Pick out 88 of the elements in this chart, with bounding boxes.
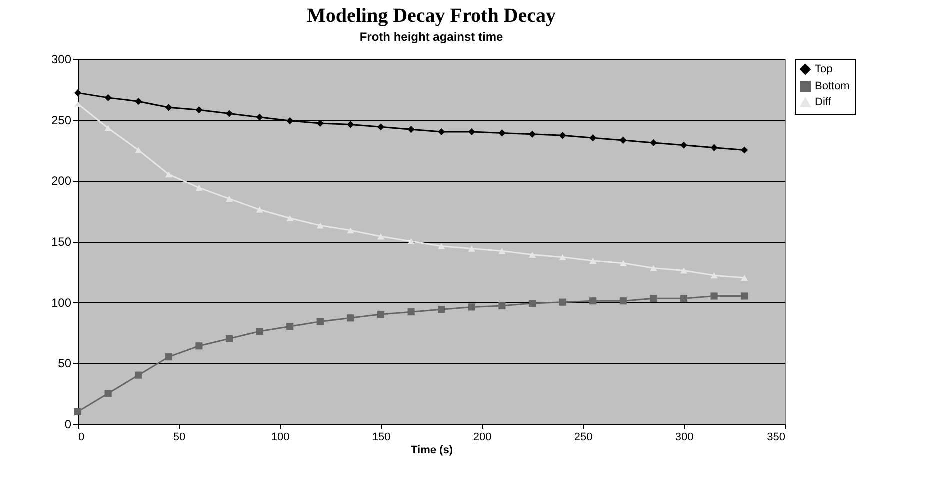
point: [196, 184, 203, 192]
point: [680, 142, 688, 149]
point: [468, 246, 476, 252]
point: [135, 98, 142, 106]
point: [74, 90, 82, 97]
point: [165, 354, 172, 361]
point: [468, 128, 476, 136]
y-tick-label: 50: [58, 356, 72, 371]
point: [498, 302, 506, 310]
point: [620, 136, 627, 144]
point: [347, 121, 354, 128]
point: [559, 298, 566, 306]
point: [286, 323, 294, 330]
point: [590, 134, 597, 142]
point: [256, 206, 264, 213]
point: [256, 328, 264, 336]
point: [74, 408, 82, 416]
x-tick-label: 200: [473, 432, 492, 444]
point: [196, 106, 203, 114]
point: [680, 268, 688, 274]
point: [438, 128, 446, 136]
point: [710, 272, 718, 279]
point: [74, 100, 82, 108]
point: [196, 342, 203, 350]
point: [590, 258, 597, 264]
point: [710, 144, 718, 152]
point: [528, 252, 536, 258]
point: [104, 94, 112, 102]
point: [408, 238, 415, 245]
point: [377, 234, 385, 240]
x-tick-label: 350: [767, 432, 786, 444]
legend-label: Top: [815, 64, 833, 76]
point: [590, 298, 597, 305]
x-tick-label: 150: [372, 432, 391, 444]
point: [408, 308, 415, 316]
y-tick-label: 0: [64, 418, 72, 432]
point: [165, 104, 172, 112]
y-tick-label: 250: [51, 113, 72, 128]
y-tick-label: 200: [51, 174, 72, 188]
legend-label: Diff: [815, 96, 832, 108]
x-tick-label: 300: [675, 432, 694, 444]
point: [650, 139, 658, 146]
point: [528, 300, 536, 308]
point: [377, 310, 385, 318]
y-tick-label: 100: [51, 296, 72, 310]
x-tick-label: 250: [574, 432, 593, 444]
chart-subtitle: Froth height against time: [360, 30, 504, 44]
y-tick-label: 150: [51, 235, 72, 249]
point: [104, 390, 112, 398]
point: [559, 254, 566, 260]
point: [438, 306, 446, 314]
point: [528, 130, 536, 138]
point: [498, 130, 506, 137]
x-axis-title: Time (s): [411, 444, 454, 456]
point: [256, 114, 264, 121]
point: [680, 295, 688, 302]
point: [498, 248, 506, 254]
point: [104, 125, 112, 132]
point: [620, 260, 627, 266]
point: [377, 124, 385, 131]
x-tick-label: 0: [78, 432, 85, 444]
x-tick-label: 50: [173, 432, 186, 444]
point: [286, 118, 294, 125]
point: [226, 335, 234, 342]
point: [438, 243, 446, 250]
point: [165, 172, 172, 178]
point: [468, 304, 476, 311]
point: [620, 298, 627, 305]
point: [316, 222, 324, 229]
point: [316, 318, 324, 326]
point: [710, 292, 718, 300]
point: [347, 314, 354, 322]
point: [286, 215, 294, 222]
point: [741, 274, 748, 282]
point: [559, 132, 566, 140]
y-tick-label: 300: [51, 52, 72, 66]
point: [650, 265, 658, 272]
point: [347, 227, 354, 234]
point: [226, 110, 234, 118]
legend-label: Bottom: [815, 80, 850, 92]
point: [741, 292, 748, 300]
point: [135, 372, 142, 379]
x-tick-label: 100: [271, 432, 290, 444]
point: [650, 295, 658, 302]
point: [408, 126, 415, 134]
point: [226, 196, 234, 202]
point: [741, 146, 748, 154]
chart-title: Modeling Decay Froth Decay: [306, 5, 556, 27]
